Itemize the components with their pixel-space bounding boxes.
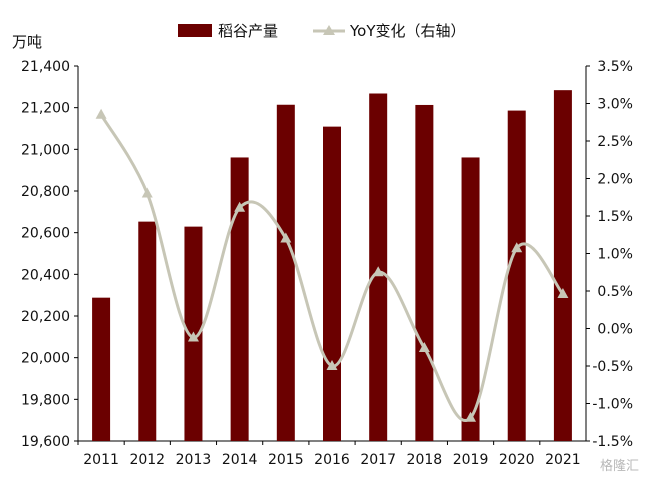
x-tick-label: 2020 [499,452,535,468]
legend-bar-swatch [178,24,212,37]
right-tick-label: 0.0% [597,322,633,338]
right-tick-label: 2.5% [597,134,633,150]
left-tick-label: 20,600 [21,226,70,242]
bar [461,157,480,442]
line-point-marker [141,187,153,198]
right-tick-label: -1.0% [592,397,633,413]
bar-series [92,90,572,442]
legend-bar-label: 稻谷产量 [218,22,278,40]
legend: 稻谷产量 YoY变化（右轴） [178,22,466,40]
legend-line-label: YoY变化（右轴） [349,22,466,40]
x-tick-label: 2013 [176,452,212,468]
bar [230,157,249,442]
bar [276,104,295,441]
x-tick-label: 2015 [268,452,304,468]
left-axis-unit: 万吨 [12,33,42,51]
left-tick-label: 21,200 [21,101,70,117]
left-tick-label: 20,000 [21,351,70,367]
right-tick-label: 1.0% [597,247,633,263]
line-point-marker [372,266,384,277]
x-tick-label: 2016 [314,452,350,468]
line-point-marker [465,411,477,422]
right-tick-label: 3.0% [597,97,633,113]
x-tick-label: 2012 [129,452,165,468]
watermark: 格隆汇 [600,458,639,474]
left-tick-label: 21,400 [21,59,70,75]
left-tick-label: 21,000 [21,142,70,158]
line-point-marker [326,360,338,370]
right-tick-label: 1.5% [597,209,633,225]
right-tick-label: 0.5% [597,284,633,300]
legend-triangle-marker [323,25,335,35]
line-series [95,108,569,422]
bar [507,110,526,441]
line-point-marker [557,288,569,298]
bar [92,297,111,441]
right-tick-label: 2.0% [597,172,633,188]
x-tick-label: 2011 [83,452,119,468]
line-point-marker [234,201,246,212]
x-tick-label: 2021 [545,452,581,468]
right-tick-label: -1.5% [592,434,633,450]
line-point-marker [187,331,199,342]
line-point-marker [280,232,292,243]
left-tick-label: 20,200 [21,309,70,325]
right-tick-label: -0.5% [592,359,633,375]
bar [553,90,572,442]
right-tick-label: 3.5% [597,59,633,75]
left-tick-label: 19,600 [21,434,70,450]
left-tick-label: 20,800 [21,184,70,200]
left-tick-label: 19,800 [21,392,70,408]
line-point-marker [418,342,430,352]
x-tick-label: 2014 [222,452,258,468]
x-tick-label: 2018 [407,452,443,468]
tick-labels: 19,600 19,800 20,000 20,200 20,400 20,600 20,8… [21,59,633,468]
bar [323,126,341,441]
x-tick-label: 2019 [453,452,489,468]
bar [138,221,157,441]
left-tick-label: 20,400 [21,267,70,283]
bar [415,104,434,441]
x-tick-label: 2017 [360,452,396,468]
line-point-marker [95,108,107,119]
line-point-marker [511,242,523,253]
